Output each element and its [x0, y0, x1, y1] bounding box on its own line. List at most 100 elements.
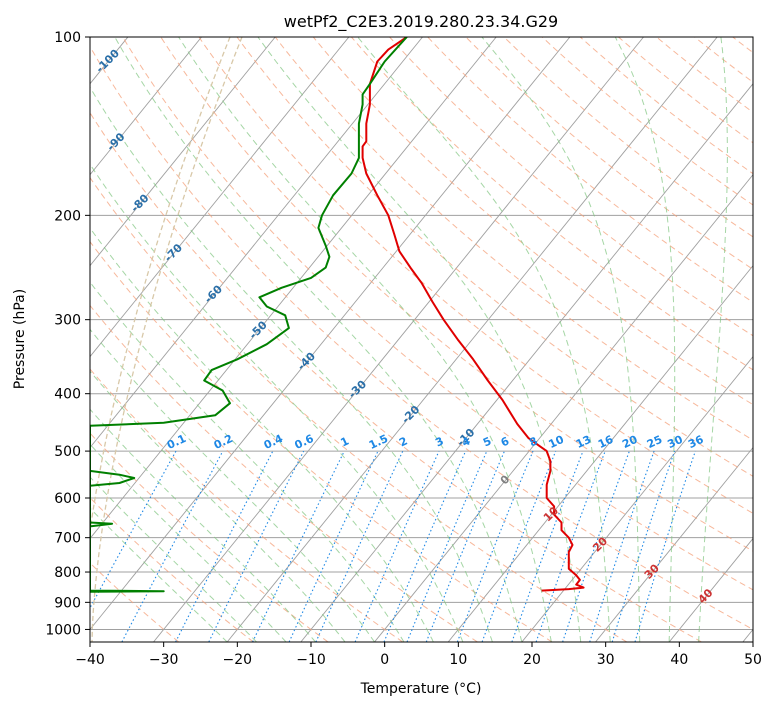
x-tick-label: 10	[449, 652, 467, 668]
isotherm-line	[90, 37, 202, 176]
isotherm-line	[742, 628, 753, 642]
y-tick-label: 800	[54, 565, 81, 581]
isotherm-line	[447, 264, 753, 642]
isotherm-label: 40	[696, 586, 716, 606]
x-tick-label: 40	[670, 652, 688, 668]
moist-adiabat-line	[614, 37, 676, 642]
moist-adiabat-line	[90, 507, 228, 642]
dry-adiabat-line	[90, 304, 478, 642]
mixing-ratio-line	[354, 450, 440, 642]
mixing-ratio-label: 0.2	[212, 432, 235, 452]
isotherm-line	[668, 537, 753, 642]
x-tick-label: −30	[149, 652, 179, 668]
dry-adiabat-line	[732, 37, 753, 54]
mixing-ratio-line	[315, 450, 404, 642]
dry-adiabat-line	[465, 37, 753, 270]
mixing-ratio-label: 0.4	[262, 432, 285, 452]
mixing-ratio-line	[208, 450, 305, 642]
isotherm-label: -50	[247, 318, 270, 341]
dry-adiabat-line	[198, 37, 753, 514]
isotherm-line	[90, 37, 497, 540]
moist-adiabats	[90, 37, 728, 642]
isotherm-label: -70	[162, 241, 185, 264]
dewpoint-profile-line	[90, 37, 408, 593]
isotherm-line	[90, 37, 350, 358]
mixing-ratio-label: 5	[481, 434, 493, 449]
moist-adiabat-line	[90, 476, 257, 642]
mixing-ratio-label: 8	[527, 434, 539, 449]
mixing-ratio-label: 20	[620, 433, 640, 451]
isotherm-label: -90	[104, 130, 127, 153]
sounding-series	[90, 37, 585, 593]
dry-adiabat-line	[90, 432, 329, 642]
lcl-curve-line	[91, 37, 243, 642]
mixing-ratio-line	[288, 450, 379, 642]
mixing-ratio-label: 1	[339, 434, 351, 449]
isotherm-label: -30	[346, 377, 369, 400]
mixing-ratio-label: 30	[665, 433, 685, 451]
isotherm-label: -60	[202, 282, 225, 305]
dry-adiabat-line	[90, 45, 753, 631]
plot-frame	[89, 36, 754, 643]
mixing-ratio-label: 10	[547, 433, 567, 451]
mixing-ratio-label: 16	[596, 433, 616, 451]
y-tick-label: 100	[54, 30, 81, 46]
x-tick-label: 30	[597, 652, 615, 668]
mixing-ratio-label: 6	[499, 434, 512, 449]
mixing-ratio-line	[90, 450, 177, 610]
mixing-ratio-line	[425, 450, 506, 642]
x-axis-label: Temperature (°C)	[360, 681, 482, 697]
isotherm-label: -100	[93, 47, 122, 76]
x-tick-label: 50	[744, 652, 762, 668]
dry-adiabat-line	[90, 111, 702, 642]
y-axis-label: Pressure (hPa)	[12, 289, 28, 389]
moist-adiabat-line	[90, 163, 464, 642]
dry-adiabat-line	[618, 37, 753, 144]
dry-adiabat-line	[122, 37, 753, 591]
moist-adiabat-line	[698, 37, 728, 642]
moist-adiabat-line	[90, 370, 346, 642]
isotherm-line	[153, 37, 644, 642]
moist-adiabat-line	[90, 281, 405, 642]
mixing-ratio-lines	[90, 450, 696, 642]
isotherm-line	[90, 37, 571, 631]
dry-adiabat-line	[160, 37, 753, 552]
isotherm-line	[226, 37, 718, 642]
isotherm-line	[521, 355, 753, 642]
mixing-ratio-label: 13	[574, 433, 593, 451]
y-ticks: 100 200 300 400 500 600 700 800 900 1000	[45, 30, 90, 638]
dry-adiabat-line	[236, 37, 753, 477]
dry-adiabat-line	[90, 496, 254, 642]
y-tick-label: 200	[54, 208, 81, 224]
mixing-ratio-label: 3	[433, 434, 445, 449]
isotherm-line	[90, 37, 423, 449]
mixing-ratio-line	[611, 450, 676, 642]
isotherm-line	[595, 446, 753, 642]
isotherm-label: 10	[541, 504, 561, 524]
dry-adiabat-line	[90, 240, 553, 642]
dry-adiabat-line	[541, 37, 753, 206]
y-tick-label: 400	[54, 387, 81, 403]
moist-adiabat-line	[257, 37, 582, 642]
mixing-ratio-line	[535, 450, 606, 642]
isotherm-line	[90, 37, 276, 267]
x-ticks: −40 −30 −20 −10 0 10 20 30 40 50	[75, 642, 762, 668]
moist-adiabat-line	[90, 86, 493, 642]
x-tick-label: 20	[523, 652, 541, 668]
mixing-ratio-line	[252, 450, 345, 642]
dry-adiabat-line	[312, 37, 753, 406]
y-tick-label: 700	[54, 531, 81, 547]
dry-adiabat-line	[771, 37, 775, 642]
dry-adiabat-line	[90, 176, 628, 642]
y-tick-label: 1000	[45, 622, 81, 638]
mixing-ratio-label: 36	[686, 433, 706, 451]
y-tick-label: 500	[54, 444, 81, 460]
moist-adiabat-line	[114, 37, 523, 642]
dry-adiabat-line	[579, 37, 753, 175]
plot-area: -100-90-80-70-60-50-40-30-20-10010203040…	[90, 37, 775, 642]
isotherm-line	[374, 173, 753, 642]
isotherm-label: 30	[642, 561, 662, 581]
dry-adiabats	[90, 37, 775, 642]
moist-adiabat-line	[90, 328, 375, 642]
